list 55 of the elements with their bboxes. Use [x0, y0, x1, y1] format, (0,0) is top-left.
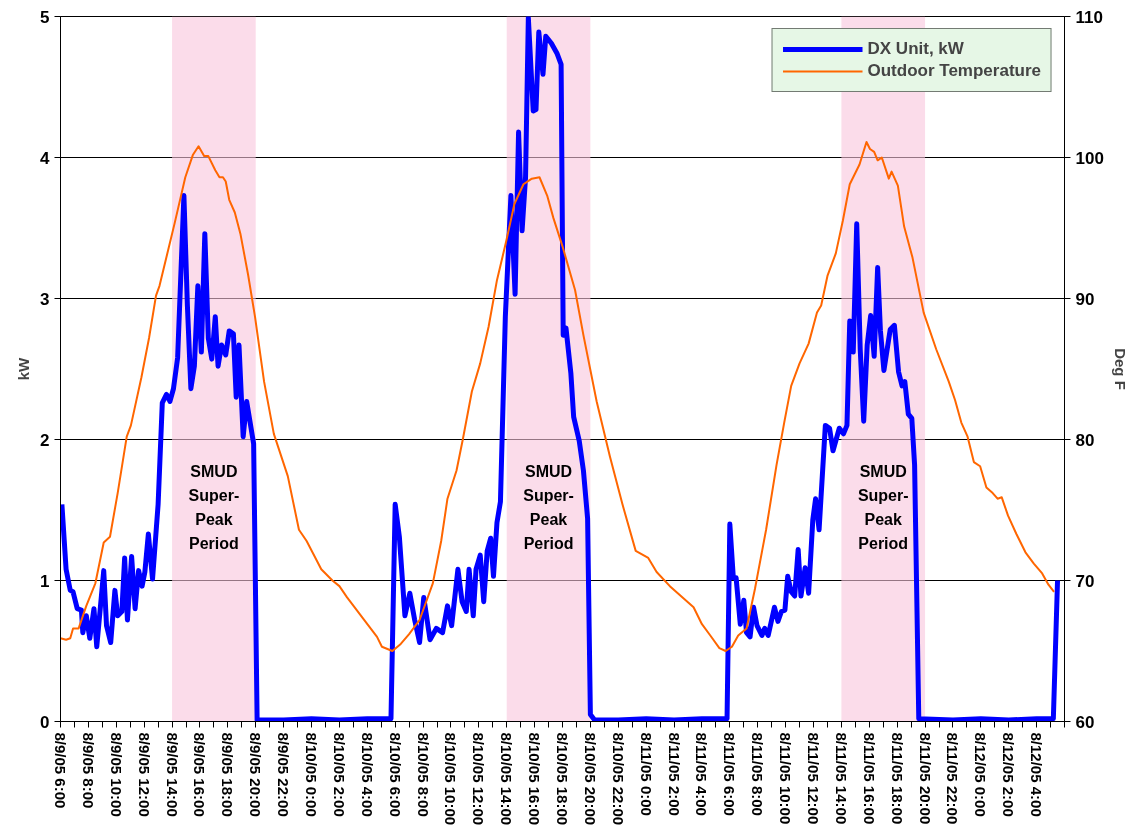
x-tick-label: 8/10/05 18:00	[554, 732, 571, 826]
y-tick-label: 4	[40, 148, 51, 168]
y2-tick-label: 100	[1075, 148, 1104, 168]
x-tick-label: 8/11/05 18:00	[888, 732, 906, 825]
x-tick-label: 8/10/05 4:00	[358, 732, 376, 817]
x-tick-label: 8/10/05 0:00	[303, 732, 320, 817]
y-tick-label: 1	[40, 571, 50, 591]
x-tick-label: 8/11/05 16:00	[860, 732, 878, 825]
y-tick-label: 3	[40, 289, 50, 309]
x-tick-label: 8/11/05 10:00	[777, 732, 795, 825]
y2-tick-label: 60	[1075, 712, 1095, 732]
band-label: SMUD Super- Peak Period	[188, 462, 240, 552]
x-tick-label: 8/11/05 12:00	[805, 732, 822, 825]
x-tick-label: 8/12/05 0:00	[972, 732, 990, 817]
x-tick-label: 8/11/05 0:00	[637, 732, 655, 816]
x-tick-label: 8/12/05 2:00	[1000, 732, 1018, 817]
y-tick-label: 2	[40, 430, 50, 450]
y2-tick-label: 90	[1075, 289, 1095, 309]
x-tick-label: 8/10/05 10:00	[442, 732, 460, 826]
x-tick-label: 8/10/05 2:00	[330, 732, 348, 817]
x-tick-label: 8/10/05 14:00	[498, 732, 516, 826]
x-tick-label: 8/10/05 22:00	[609, 732, 627, 826]
x-tick-label: 8/9/05 18:00	[219, 732, 237, 817]
x-tick-label: 8/11/05 4:00	[693, 732, 711, 816]
x-tick-label: 8/10/05 8:00	[414, 732, 432, 817]
x-tick-label: 8/11/05 2:00	[665, 732, 683, 816]
band-label: SMUD Super- Peak Period	[857, 462, 909, 552]
y2-tick-label: 70	[1075, 571, 1095, 591]
x-tick-label: 8/10/05 20:00	[581, 732, 599, 826]
y2-axis-title: Deg F	[1111, 348, 1129, 390]
x-tick-label: 8/11/05 14:00	[832, 732, 850, 825]
x-tick-label: 8/11/05 22:00	[944, 732, 962, 825]
y-tick-label: 5	[40, 7, 50, 27]
band-label: SMUD Super- Peak Period	[523, 462, 574, 552]
x-tick-label: 8/9/05 14:00	[163, 732, 181, 817]
legend-label: DX Unit, kW	[867, 39, 964, 59]
x-tick-label: 8/9/05 10:00	[107, 732, 125, 817]
x-tick-label: 8/9/05 12:00	[135, 732, 153, 817]
x-tick-label: 8/9/05 8:00	[79, 732, 97, 809]
x-tick-label: 8/11/05 6:00	[721, 732, 739, 816]
y-tick-label: 0	[40, 712, 50, 732]
y-axis-title: kW	[15, 356, 33, 381]
x-tick-label: 8/10/05 16:00	[526, 732, 544, 826]
x-tick-label: 8/10/05 12:00	[470, 732, 488, 826]
x-tick-label: 8/9/05 22:00	[275, 732, 293, 817]
legend-label: Outdoor Temperature	[867, 61, 1041, 81]
x-tick-label: 8/9/05 6:00	[52, 732, 69, 809]
y2-tick-label: 110	[1075, 7, 1103, 27]
x-tick-label: 8/9/05 20:00	[247, 732, 265, 817]
x-tick-label: 8/10/05 6:00	[386, 732, 404, 817]
x-tick-label: 8/11/05 20:00	[916, 732, 934, 825]
x-tick-label: 8/12/05 4:00	[1028, 732, 1046, 817]
y2-tick-label: 80	[1075, 430, 1095, 450]
x-tick-label: 8/9/05 16:00	[191, 732, 209, 817]
x-tick-label: 8/11/05 8:00	[749, 732, 767, 816]
